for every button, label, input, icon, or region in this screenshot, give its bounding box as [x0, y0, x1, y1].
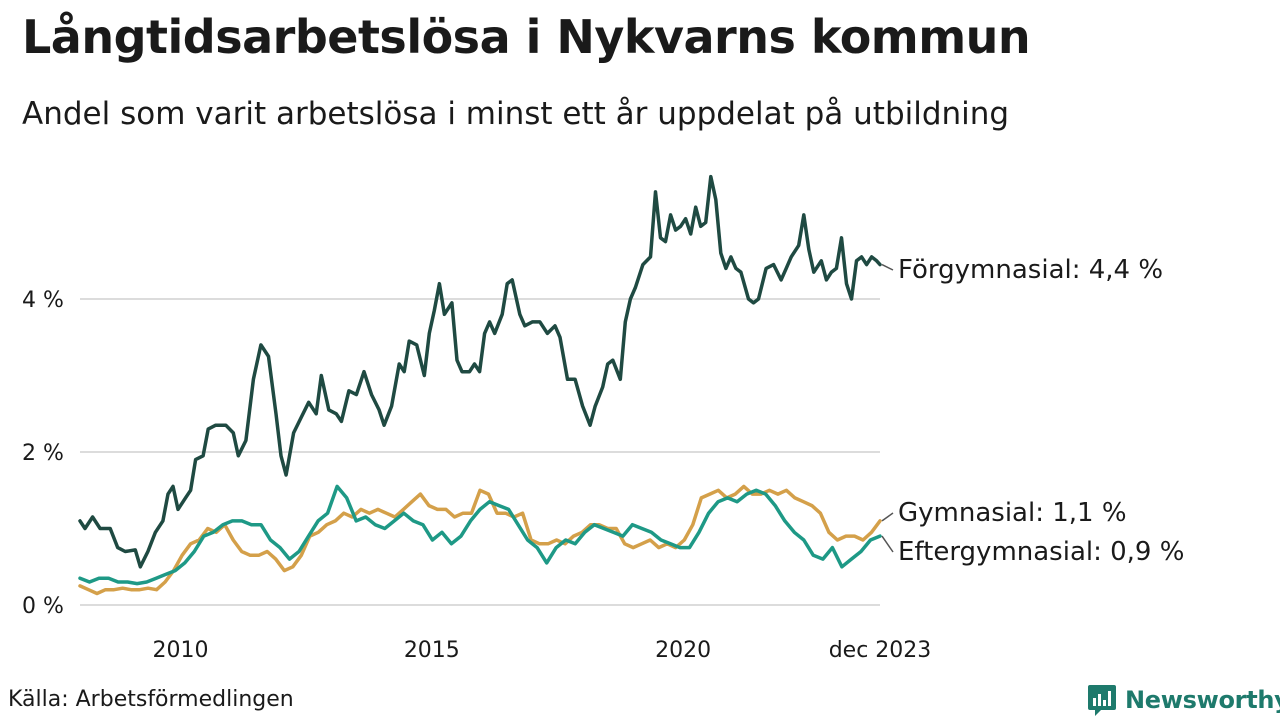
y-tick-label: 0 %: [22, 594, 64, 619]
x-tick-label: 2020: [655, 638, 711, 663]
x-tick-label: 2010: [153, 638, 209, 663]
y-axis: 0 % 2 % 4 %: [22, 288, 64, 619]
brand-name: Newsworthy: [1125, 686, 1280, 714]
x-tick-label: dec 2023: [829, 638, 932, 663]
series-line-eftergymnasial: [78, 484, 882, 586]
x-axis: 2010 2015 2020 dec 2023: [153, 638, 932, 663]
newsworthy-logo-icon: [1088, 685, 1116, 716]
chart-title: Långtidsarbetslösa i Nykvarns kommun: [22, 10, 1031, 64]
series-label: Eftergymnasial: 0,9 %: [898, 537, 1184, 567]
series-line-förgymnasial: [78, 174, 882, 569]
label-leader: [881, 263, 894, 271]
series-label: Förgymnasial: 4,4 %: [898, 255, 1163, 285]
x-tick-label: 2015: [404, 638, 460, 663]
chart-subtitle: Andel som varit arbetslösa i minst ett å…: [22, 96, 1010, 132]
label-leader: [881, 535, 894, 553]
gridlines: [80, 298, 880, 606]
y-tick-label: 2 %: [22, 441, 64, 466]
source-note: Källa: Arbetsförmedlingen: [8, 687, 294, 712]
y-tick-label: 4 %: [22, 288, 64, 313]
series-label: Gymnasial: 1,1 %: [898, 498, 1127, 528]
brand-logo[interactable]: Newsworthy: [1087, 682, 1280, 718]
label-leader: [881, 512, 894, 522]
series-lines: [78, 174, 882, 596]
series-labels: Förgymnasial: 4,4 % Gymnasial: 1,1 % Efter…: [881, 255, 1184, 567]
